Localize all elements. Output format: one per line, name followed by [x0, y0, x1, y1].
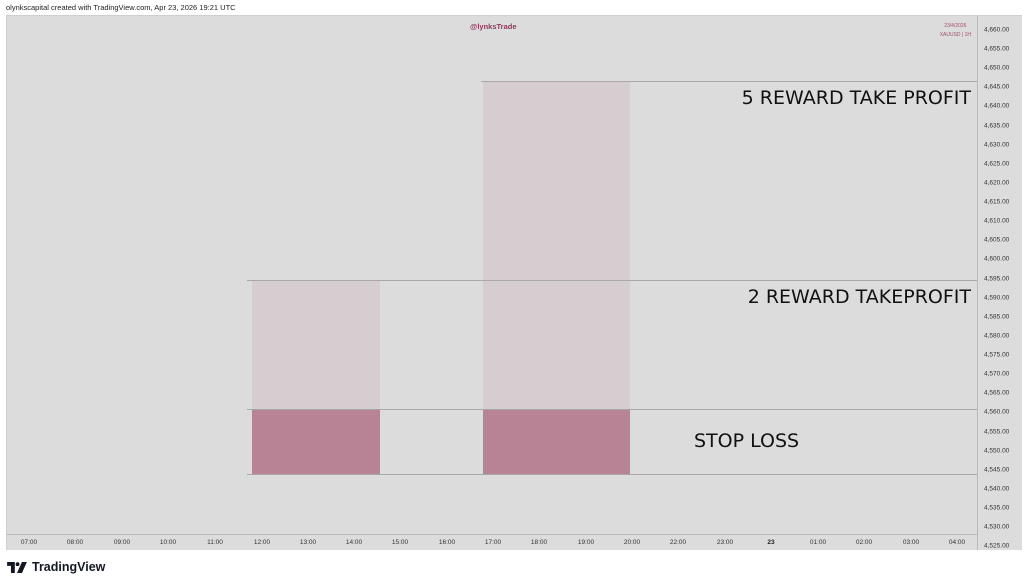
- time-tick: 14:00: [345, 539, 363, 546]
- entry-level-line[interactable]: [247, 409, 977, 410]
- symbol-timeframe: XAUUSD | 1H: [939, 32, 971, 38]
- risk-zone-2r[interactable]: [252, 409, 380, 474]
- price-tick: 4,610.00: [984, 217, 1010, 225]
- tp2-level-line[interactable]: [247, 280, 977, 281]
- tp5-level-line[interactable]: [481, 81, 977, 82]
- symbol-info: 23/4/2026 XAUUSD | 1H: [940, 22, 971, 40]
- tp5-label: 5 REWARD TAKE PROFIT: [741, 87, 971, 109]
- time-tick: 08:00: [66, 539, 84, 546]
- time-tick: 23: [767, 539, 775, 546]
- price-tick: 4,580.00: [984, 332, 1010, 340]
- time-tick: 07:00: [20, 539, 38, 546]
- time-tick: 18:00: [530, 539, 548, 546]
- time-tick: 16:00: [438, 539, 456, 546]
- price-tick: 4,640.00: [984, 102, 1010, 110]
- price-tick: 4,545.00: [984, 466, 1010, 474]
- price-tick: 4,650.00: [984, 64, 1010, 72]
- time-tick: 19:00: [577, 539, 595, 546]
- price-tick: 4,590.00: [984, 294, 1010, 302]
- price-tick: 4,615.00: [984, 198, 1010, 206]
- price-tick: 4,540.00: [984, 485, 1010, 493]
- tradingview-logo-icon: [7, 561, 27, 573]
- price-tick: 4,660.00: [984, 26, 1010, 34]
- watermark: @lynksTrade: [470, 22, 517, 31]
- price-tick: 4,625.00: [984, 160, 1010, 168]
- time-tick: 02:00: [855, 539, 873, 546]
- price-tick: 4,655.00: [984, 45, 1010, 53]
- time-tick: 17:00: [484, 539, 502, 546]
- price-tick: 4,600.00: [984, 255, 1010, 263]
- chart-credit: olynkscapital created with TradingView.c…: [6, 3, 236, 12]
- price-tick: 4,595.00: [984, 275, 1010, 283]
- price-tick: 4,630.00: [984, 141, 1010, 149]
- time-tick: 09:00: [113, 539, 131, 546]
- price-tick: 4,570.00: [984, 370, 1010, 378]
- time-tick: 01:00: [809, 539, 827, 546]
- price-tick: 4,585.00: [984, 313, 1010, 321]
- price-tick: 4,620.00: [984, 179, 1010, 187]
- symbol-date: 23/4/2026: [944, 23, 967, 29]
- time-tick: 03:00: [902, 539, 920, 546]
- time-tick: 12:00: [253, 539, 271, 546]
- price-tick: 4,645.00: [984, 83, 1010, 91]
- chart-plot-area[interactable]: @lynksTrade 23/4/2026 XAUUSD | 1H 5 REWA…: [7, 16, 977, 534]
- reward-zone-5r[interactable]: [483, 81, 630, 409]
- time-tick: 20:00: [623, 539, 641, 546]
- time-tick: 10:00: [159, 539, 177, 546]
- time-tick: 22:00: [669, 539, 687, 546]
- tradingview-logo[interactable]: TradingView: [7, 560, 105, 574]
- price-axis[interactable]: 4,660.00 4,655.00 4,650.00 4,645.00 4,640.00…: [977, 16, 1022, 550]
- stop-loss-label: STOP LOSS: [694, 430, 800, 452]
- stop-loss-level-line[interactable]: [247, 474, 977, 475]
- price-tick: 4,525.00: [984, 542, 1010, 550]
- risk-zone-5r[interactable]: [483, 409, 630, 474]
- time-tick: 23:00: [716, 539, 734, 546]
- time-tick: 13:00: [299, 539, 317, 546]
- price-tick: 4,535.00: [984, 504, 1010, 512]
- price-tick: 4,575.00: [984, 351, 1010, 359]
- price-tick: 4,605.00: [984, 236, 1010, 244]
- tp2-label: 2 REWARD TAKEPROFIT: [747, 286, 971, 308]
- price-tick: 4,635.00: [984, 122, 1010, 130]
- price-tick: 4,550.00: [984, 447, 1010, 455]
- time-tick: 15:00: [391, 539, 409, 546]
- price-tick: 4,565.00: [984, 389, 1010, 397]
- time-tick: 11:00: [207, 539, 223, 546]
- time-tick: 04:00: [948, 539, 966, 546]
- reward-zone-2r[interactable]: [252, 280, 380, 409]
- price-tick: 4,560.00: [984, 408, 1010, 416]
- time-axis[interactable]: 07:00 08:00 09:00 10:00 11:00 12:00 13:00 14:00…: [7, 534, 977, 550]
- price-tick: 4,530.00: [984, 523, 1010, 531]
- price-tick: 4,555.00: [984, 428, 1010, 436]
- tradingview-logo-text: TradingView: [32, 560, 106, 574]
